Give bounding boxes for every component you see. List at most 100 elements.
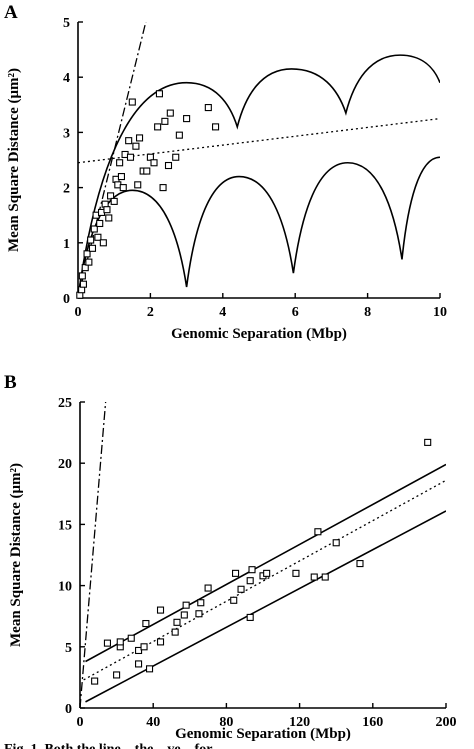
panel-b: 0 5 10 15 20 25 0 40 80 120 160 200 Genomic Separati… [4, 372, 457, 742]
data-point [183, 115, 191, 123]
y-tick-label: 1 [63, 237, 70, 252]
data-point [197, 599, 205, 607]
data-point [155, 90, 163, 98]
data-point [110, 197, 118, 205]
y-tick-label: 20 [58, 457, 72, 472]
data-point [314, 528, 322, 536]
x-tick-label: 40 [146, 715, 160, 730]
data-point [145, 665, 154, 673]
data-point [204, 584, 212, 592]
data-point [94, 233, 102, 241]
data-point [117, 173, 125, 181]
data-point [90, 225, 98, 233]
data-point [173, 618, 181, 626]
data-point [116, 638, 124, 646]
data-point [143, 167, 151, 175]
x-axis-label: Genomic Separation (Mbp) [175, 726, 351, 742]
dotted-fit-line [78, 117, 440, 164]
data-point [180, 611, 188, 619]
x-tick-label: 0 [77, 715, 84, 730]
panel-label: A [4, 2, 18, 23]
data-point [310, 573, 318, 581]
data-point [237, 585, 245, 593]
data-point [78, 272, 86, 280]
data-point [356, 560, 364, 568]
data-point [161, 117, 169, 125]
y-tick-label: 0 [65, 702, 72, 717]
data-point [127, 634, 135, 642]
data-point [125, 137, 133, 145]
data-point [135, 646, 143, 655]
data-point [119, 184, 127, 192]
data-point [292, 569, 300, 577]
data-point [263, 569, 271, 577]
data-point [182, 601, 190, 609]
x-tick-label: 0 [75, 305, 82, 320]
data-point [246, 577, 254, 585]
data-point [88, 244, 97, 252]
data-points [91, 438, 432, 685]
y-axis-label: Mean Square Distance (μm²) [6, 68, 22, 252]
lower-envelope-curve [78, 156, 440, 298]
x-tick-label: 4 [219, 305, 226, 320]
y-tick-label: 5 [65, 641, 72, 656]
solid-fit-line [85, 463, 446, 663]
y-tick-label: 25 [58, 396, 72, 411]
data-point [135, 134, 144, 142]
data-point [107, 192, 115, 200]
y-tick-label: 15 [58, 518, 72, 533]
caption-fragment: Fig. 1. Both the line... the ...ve... fo… [4, 742, 226, 749]
data-point [159, 184, 167, 192]
x-tick-label: 80 [219, 715, 233, 730]
dotted-fit-line [83, 479, 446, 681]
data-point [146, 153, 154, 161]
y-axis-label: Mean Square Distance (μm²) [8, 463, 24, 647]
upper-envelope-curve [78, 54, 440, 298]
data-point [116, 159, 124, 167]
data-point [195, 610, 203, 618]
x-tick-label: 160 [362, 715, 383, 730]
x-axis-label: Genomic Separation (Mbp) [171, 326, 347, 342]
data-point [126, 153, 135, 161]
data-point [175, 131, 183, 139]
y-tick-label: 10 [58, 580, 72, 595]
data-point [424, 438, 432, 446]
data-point [87, 236, 95, 244]
data-point [230, 596, 238, 604]
data-point [332, 539, 340, 547]
x-tick-label: 2 [147, 305, 154, 320]
data-point [83, 250, 91, 258]
data-point [135, 660, 143, 668]
x-tick-label: 8 [364, 305, 371, 320]
data-point [81, 264, 89, 272]
solid-fit-line [85, 510, 446, 703]
x-tick-label: 6 [292, 305, 299, 320]
data-point [321, 573, 329, 581]
fit-lines [78, 22, 440, 298]
y-tick-label: 5 [63, 16, 70, 31]
dash-dot-fit-line [80, 402, 107, 708]
data-point [96, 219, 104, 228]
data-point [134, 181, 142, 189]
data-point [113, 671, 121, 679]
data-point [105, 214, 113, 222]
data-point [150, 159, 158, 167]
data-point [103, 639, 111, 647]
data-point [154, 123, 162, 131]
data-points [76, 90, 220, 299]
panel-a: 0 1 2 3 4 5 0 2 4 6 8 10 Genomic Separation (Mbp) Mea… [4, 2, 447, 342]
x-tick-label: 200 [436, 715, 457, 730]
data-point [99, 239, 107, 247]
x-tick-label: 120 [289, 715, 310, 730]
data-point [172, 153, 180, 161]
data-point [103, 206, 111, 214]
y-tick-label: 0 [63, 292, 70, 307]
y-tick-label: 3 [63, 126, 70, 141]
data-point [156, 606, 165, 614]
data-point [171, 628, 179, 636]
fit-lines [80, 402, 446, 708]
data-point [91, 677, 99, 685]
data-point [246, 613, 254, 621]
data-point [79, 280, 87, 288]
